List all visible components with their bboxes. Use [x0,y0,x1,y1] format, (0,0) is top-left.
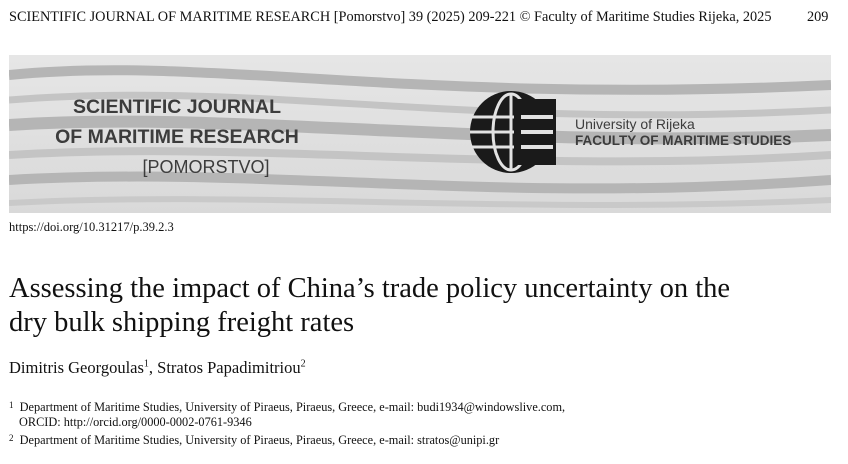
affiliation-marker: 1 [9,400,14,410]
banner: SCIENTIFIC JOURNAL OF MARITIME RESEARCH … [9,55,831,213]
banner-waves [9,65,831,208]
affiliation-text: Department of Maritime Studies, Universi… [19,400,566,414]
article-title: Assessing the impact of China’s trade po… [9,273,731,304]
affiliation-marker: 2 [9,433,14,443]
article-title: dry bulk shipping freight rates [9,307,355,338]
author-marker: 1 [143,358,149,370]
affiliation-text: Department of Maritime Studies, Universi… [19,433,500,447]
affiliation-text: ORCID: http://orcid.org/0000-0002-0761-9… [19,415,252,429]
author-name: Dimitris Georgoulas [9,358,144,377]
running-header: SCIENTIFIC JOURNAL OF MARITIME RESEARCH … [9,9,772,25]
page-number: 209 [807,9,829,25]
journal-name: SCIENTIFIC JOURNAL [73,96,281,118]
author-name: Stratos Papadimitriou [157,358,301,377]
affiliation: 1 Department of Maritime Studies, Univer… [9,400,565,415]
journal-name: [POMORSTVO] [142,157,269,177]
author-marker: 2 [300,358,306,370]
journal-name: OF MARITIME RESEARCH [55,126,299,148]
affiliation: ORCID: http://orcid.org/0000-0002-0761-9… [19,415,252,430]
doi: https://doi.org/10.31217/p.39.2.3 [9,220,174,234]
faculty: FACULTY OF MARITIME STUDIES [575,133,791,148]
logo [470,91,556,173]
affiliation: 2 Department of Maritime Studies, Univer… [9,433,499,448]
authors: Dimitris Georgoulas1, Stratos Papadimitr… [9,358,306,378]
author-separator: , [148,358,154,377]
university: University of Rijeka [575,116,695,132]
